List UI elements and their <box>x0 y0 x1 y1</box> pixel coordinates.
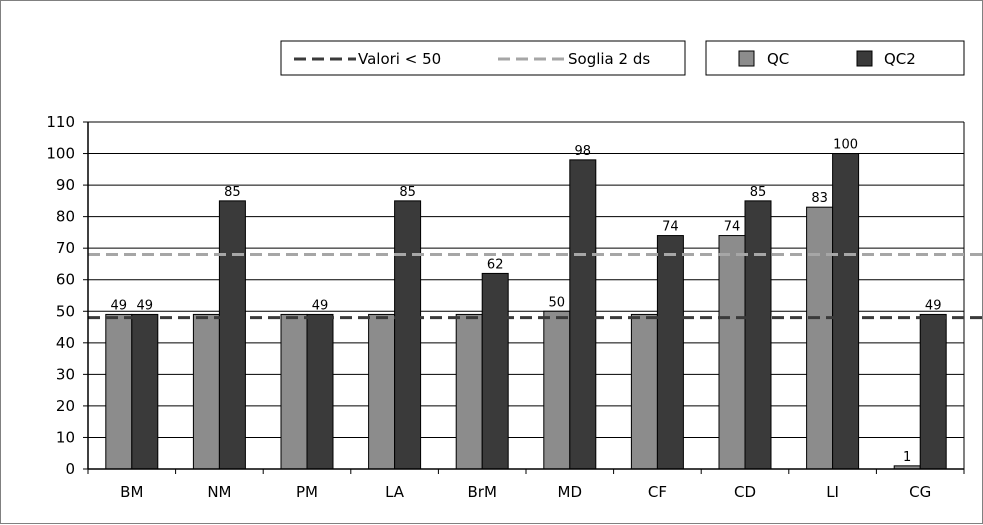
bar-qc-la <box>368 313 396 470</box>
x-category-label: BM <box>120 483 143 501</box>
bar-qc-brm <box>455 313 483 470</box>
x-category-label: BrM <box>467 483 496 501</box>
data-label: 85 <box>750 185 767 200</box>
y-tick-label: 110 <box>46 113 75 131</box>
bar-qc2-md <box>569 159 597 470</box>
bar-qc-nm <box>192 313 220 470</box>
y-tick-label: 90 <box>56 176 75 194</box>
x-category-label: NM <box>207 483 231 501</box>
bar-qc2-la <box>394 200 422 470</box>
y-tick-label: 40 <box>56 334 75 352</box>
bar-qc2-bm <box>131 313 159 470</box>
data-label: 49 <box>111 298 128 313</box>
y-tick-label: 100 <box>46 145 75 163</box>
bar-qc2-cg <box>919 313 947 470</box>
y-tick-label: 10 <box>56 428 75 446</box>
bar-qc-bm <box>105 313 133 470</box>
data-label: 62 <box>487 257 504 272</box>
x-category-label: LA <box>385 483 405 501</box>
bar-qc2-nm <box>218 200 246 470</box>
y-tick-label: 30 <box>56 365 75 383</box>
legend-label-soglia: Soglia 2 ds <box>568 50 650 68</box>
data-label: 1 <box>903 450 911 465</box>
bar-qc-cf <box>630 313 658 470</box>
legend-swatch-qc2 <box>856 50 873 67</box>
x-category-label: CD <box>734 483 756 501</box>
legend-swatch-qc <box>738 50 755 67</box>
data-label: 49 <box>925 298 942 313</box>
legend: Valori < 50 Soglia 2 ds QC QC2 <box>280 40 965 76</box>
y-tick-label: 80 <box>56 208 75 226</box>
data-label: 74 <box>724 220 741 235</box>
x-category-label: CF <box>648 483 667 501</box>
x-category-label: CG <box>909 483 931 501</box>
bar-qc-li <box>806 206 834 470</box>
data-label: 98 <box>575 144 592 159</box>
x-category-label: LI <box>826 483 839 501</box>
y-tick-label: 20 <box>56 397 75 415</box>
y-tick-label: 60 <box>56 271 75 289</box>
data-label: 50 <box>549 295 566 310</box>
y-tick-label: 0 <box>65 460 75 478</box>
bar-qc-md <box>543 310 571 470</box>
data-labels: 49 49 85 49 85 62 50 98 74 74 85 83 100 1 49 <box>111 138 942 465</box>
y-tick-label: 70 <box>56 239 75 257</box>
data-label: 85 <box>399 185 416 200</box>
legend-label-qc: QC <box>767 50 789 68</box>
y-tick-label: 50 <box>56 302 75 320</box>
bars <box>105 153 947 470</box>
bar-qc2-brm <box>481 272 509 470</box>
bar-qc2-cf <box>656 235 684 470</box>
bar-qc2-li <box>832 153 860 470</box>
legend-label-qc2: QC2 <box>884 50 916 68</box>
data-label: 49 <box>312 298 329 313</box>
legend-label-valori: Valori < 50 <box>358 50 441 68</box>
data-label: 74 <box>662 220 679 235</box>
bar-qc2-cd <box>744 200 772 470</box>
data-label: 100 <box>833 138 858 153</box>
x-category-label: MD <box>558 483 583 501</box>
bar-qc-pm <box>280 313 308 470</box>
reference-lines <box>88 252 982 320</box>
data-label: 85 <box>224 185 241 200</box>
bar-qc2-pm <box>306 313 334 470</box>
x-category-label: PM <box>296 483 318 501</box>
data-label: 83 <box>811 191 828 206</box>
bar-qc-cd <box>718 235 746 470</box>
axes: 0 10 20 30 40 50 60 70 80 90 100 110 BM NM PM LA BrM MD CF… <box>46 113 965 501</box>
data-label: 49 <box>137 298 154 313</box>
